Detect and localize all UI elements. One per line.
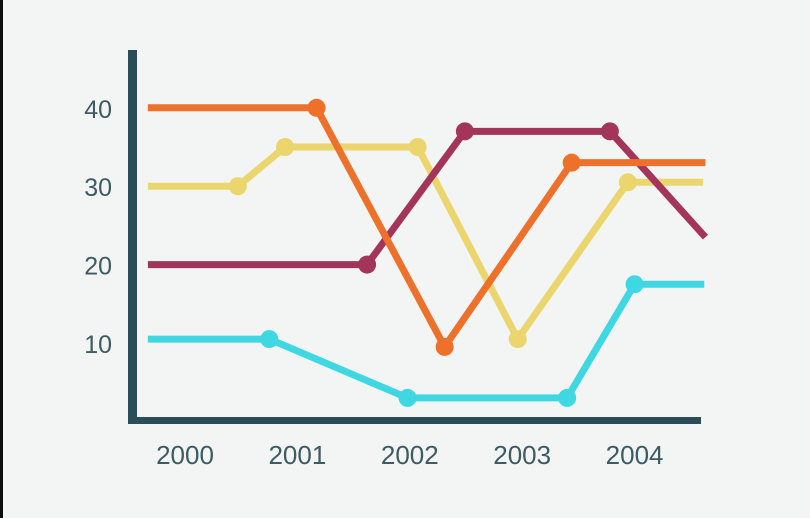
x-axis bbox=[128, 417, 701, 424]
data-point-maroon bbox=[600, 122, 619, 141]
series-line-cyan bbox=[147, 280, 705, 402]
x-tick-label: 2002 bbox=[381, 440, 439, 470]
x-tick-label: 2001 bbox=[268, 440, 326, 470]
data-point-maroon bbox=[455, 122, 474, 141]
data-point-yellow bbox=[508, 330, 527, 349]
y-tick-label: 20 bbox=[84, 253, 112, 281]
series-orange bbox=[147, 98, 706, 356]
data-point-orange bbox=[307, 98, 326, 117]
x-tick-label: 2000 bbox=[156, 440, 214, 470]
data-point-yellow bbox=[618, 173, 637, 192]
y-tick-label: 40 bbox=[84, 96, 112, 124]
data-point-cyan bbox=[398, 388, 417, 407]
data-point-yellow bbox=[408, 138, 427, 156]
y-tick-label: 30 bbox=[84, 174, 112, 202]
data-point-yellow bbox=[276, 138, 295, 156]
data-point-cyan bbox=[260, 330, 279, 349]
y-axis bbox=[128, 50, 137, 424]
data-point-orange bbox=[562, 153, 581, 172]
x-tick-label: 2003 bbox=[493, 440, 551, 470]
series-maroon bbox=[147, 122, 709, 274]
data-point-cyan bbox=[625, 275, 644, 294]
data-point-yellow bbox=[228, 177, 247, 196]
data-point-maroon bbox=[358, 255, 377, 274]
data-point-orange bbox=[435, 337, 454, 356]
series-yellow bbox=[147, 138, 704, 349]
x-tick-label: 2004 bbox=[606, 440, 664, 470]
data-point-cyan bbox=[558, 388, 577, 407]
left-edge-border bbox=[0, 0, 3, 518]
y-tick-label: 10 bbox=[84, 331, 112, 359]
series-line-maroon bbox=[147, 127, 709, 269]
series-cyan bbox=[147, 275, 705, 407]
